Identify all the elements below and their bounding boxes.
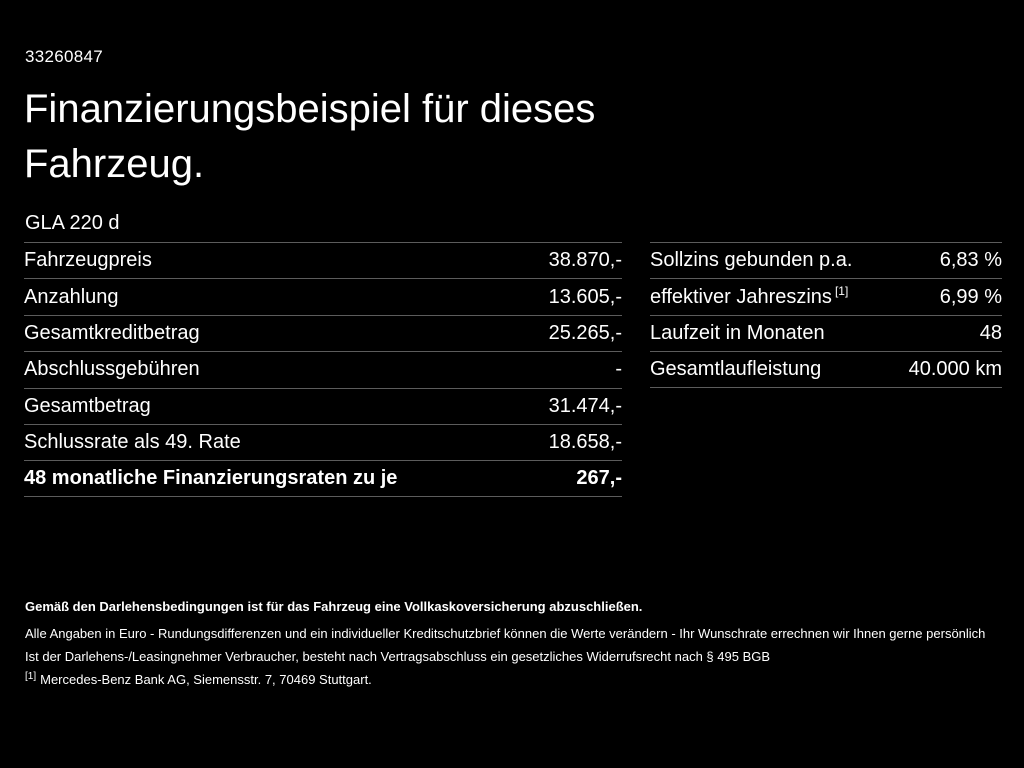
table-row: Fahrzeugpreis 38.870,- <box>24 242 622 278</box>
disclaimer-values: Alle Angaben in Euro - Rundungsdifferenz… <box>25 626 986 641</box>
table-row: Sollzins gebunden p.a. 6,83 % <box>650 242 1002 278</box>
table-row-monthly-rate: 48 monatliche Finanzierungsraten zu je 2… <box>24 460 622 497</box>
financing-details-table: Fahrzeugpreis 38.870,- Anzahlung 13.605,… <box>24 242 622 497</box>
row-label: 48 monatliche Finanzierungsraten zu je <box>24 467 398 490</box>
row-label: Fahrzeugpreis <box>24 249 152 272</box>
row-value: 25.265,- <box>548 321 622 344</box>
table-row: Abschlussgebühren - <box>24 351 622 387</box>
row-label-text: effektiver Jahreszins <box>650 285 832 308</box>
row-value: 6,99 % <box>939 285 1002 308</box>
row-label: Abschlussgebühren <box>24 358 200 381</box>
footnote-reference: [1] <box>834 283 849 298</box>
table-row: Gesamtkreditbetrag 25.265,- <box>24 314 622 351</box>
row-value: 18.658,- <box>548 431 622 454</box>
row-label: Gesamtlaufleistung <box>650 357 822 380</box>
row-value: 267,- <box>576 467 622 490</box>
row-label: Schlussrate als 49. Rate <box>24 431 241 454</box>
disclaimer-withdrawal: Ist der Darlehens-/Leasingnehmer Verbrau… <box>25 649 771 664</box>
disclaimer-insurance: Gemäß den Darlehensbedingungen ist für d… <box>25 599 643 614</box>
row-label: Anzahlung <box>24 285 119 308</box>
row-value: 48 <box>979 321 1002 344</box>
row-value: 31.474,- <box>548 394 622 417</box>
document-id: 33260847 <box>25 47 104 66</box>
footnote-bank: [1] Mercedes-Benz Bank AG, Siemensstr. 7,… <box>25 670 1000 688</box>
page-title: Finanzierungsbeispiel für dieses Fahrzeu… <box>24 82 595 192</box>
table-row: effektiver Jahreszins [1] 6,99 % <box>650 278 1002 314</box>
vehicle-model: GLA 220 d <box>25 212 120 234</box>
row-label: Gesamtkreditbetrag <box>24 321 200 344</box>
interest-terms-table: Sollzins gebunden p.a. 6,83 % effektiver… <box>650 242 1002 388</box>
table-row: Schlussrate als 49. Rate 18.658,- <box>24 423 622 460</box>
table-row: Gesamtbetrag 31.474,- <box>24 387 622 424</box>
footnote-text: Mercedes-Benz Bank AG, Siemensstr. 7, 70… <box>40 672 372 687</box>
row-value: 6,83 % <box>939 249 1002 272</box>
row-value: 38.870,- <box>548 249 622 272</box>
page-title-line-2: Fahrzeug. <box>24 142 205 186</box>
page-title-line-1: Finanzierungsbeispiel für dieses <box>24 87 596 131</box>
table-row: Anzahlung 13.605,- <box>24 278 622 314</box>
row-label: Laufzeit in Monaten <box>650 321 825 344</box>
table-row: Laufzeit in Monaten 48 <box>650 314 1002 351</box>
table-row: Gesamtlaufleistung 40.000 km <box>650 351 1002 388</box>
row-label: effektiver Jahreszins [1] <box>650 283 858 309</box>
row-value: 40.000 km <box>908 357 1002 380</box>
footnote-marker: [1] <box>25 670 37 682</box>
row-label: Sollzins gebunden p.a. <box>650 249 853 272</box>
row-value: 13.605,- <box>548 285 622 308</box>
row-label: Gesamtbetrag <box>24 394 151 417</box>
footer-disclaimer: Gemäß den Darlehensbedingungen ist für d… <box>25 599 1000 695</box>
row-value: - <box>615 358 622 381</box>
